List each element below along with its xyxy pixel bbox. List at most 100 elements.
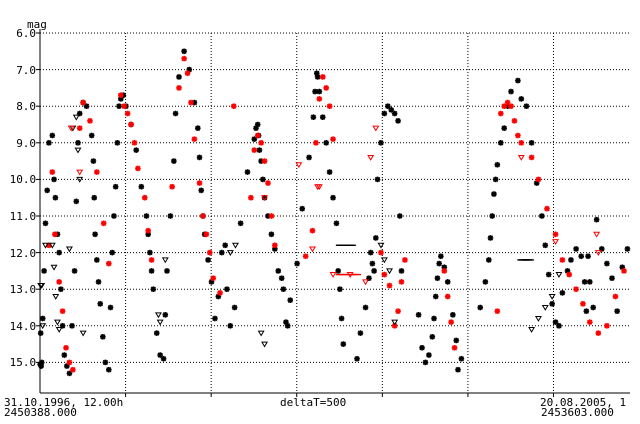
data-point — [395, 118, 401, 124]
data-point — [335, 268, 341, 274]
data-point — [444, 279, 451, 285]
data-point — [593, 216, 600, 223]
data-point — [172, 110, 179, 117]
data-point — [323, 140, 329, 146]
data-point — [112, 183, 119, 190]
data-point — [377, 242, 385, 249]
data-point — [38, 283, 46, 289]
data-point — [224, 286, 230, 292]
data-point — [426, 352, 432, 358]
y-tick-label: 12.0 — [9, 246, 37, 260]
data-point — [455, 366, 461, 373]
y-axis-label: mag — [27, 18, 47, 31]
data-point — [176, 74, 182, 80]
data-point — [517, 154, 525, 161]
data-point — [482, 279, 489, 285]
data-point — [374, 176, 381, 183]
data-point — [100, 333, 106, 340]
data-point — [450, 312, 456, 318]
data-point — [396, 213, 403, 219]
data-point — [604, 260, 610, 267]
data-point — [494, 308, 501, 314]
data-point — [61, 352, 68, 358]
data-point — [198, 187, 205, 194]
data-point — [583, 308, 590, 314]
data-point — [50, 264, 58, 271]
data-point — [448, 319, 454, 325]
data-point — [552, 239, 560, 246]
data-point — [56, 249, 62, 256]
y-tick-label: 11.0 — [9, 210, 37, 223]
data-point — [206, 249, 213, 256]
data-point — [76, 125, 83, 131]
data-point — [71, 268, 78, 274]
data-point — [46, 140, 52, 146]
data-point — [559, 257, 566, 263]
data-point — [315, 184, 323, 191]
data-point — [212, 315, 218, 322]
data-point — [319, 74, 326, 80]
data-point — [59, 308, 66, 314]
data-point — [72, 114, 80, 121]
data-point — [545, 271, 552, 278]
data-point — [131, 140, 138, 146]
data-point — [217, 290, 223, 296]
data-point — [357, 330, 364, 336]
data-point — [429, 333, 436, 340]
data-point — [508, 88, 514, 95]
data-point — [312, 88, 318, 95]
data-point — [88, 132, 95, 139]
y-tick-label: 15.0 — [9, 356, 37, 370]
data-point — [386, 268, 393, 275]
data-point — [107, 304, 114, 311]
data-point — [102, 359, 109, 366]
x-end-jd: 2453603.000 — [541, 406, 614, 419]
data-point — [196, 180, 203, 186]
data-point — [590, 304, 596, 311]
data-point — [106, 366, 112, 373]
data-point — [306, 154, 312, 161]
y-tick-label: 9.0 — [16, 136, 37, 150]
data-point — [79, 330, 87, 337]
data-point — [147, 249, 153, 256]
data-point — [80, 99, 86, 106]
data-point — [326, 169, 333, 175]
data-point — [210, 275, 217, 282]
data-point — [169, 183, 175, 190]
data-point — [73, 198, 80, 205]
data-point — [294, 260, 300, 267]
data-point — [398, 279, 405, 285]
data-point — [381, 110, 388, 117]
data-point — [295, 162, 303, 169]
y-tick-label: 13.0 — [9, 283, 37, 297]
data-point — [552, 319, 559, 325]
data-point — [143, 213, 150, 219]
data-point — [76, 169, 84, 176]
data-point — [431, 315, 437, 322]
data-point — [371, 268, 377, 274]
data-point — [121, 103, 128, 109]
x-start-jd: 2450388.000 — [4, 406, 77, 419]
data-point — [48, 242, 56, 249]
data-point — [160, 355, 167, 362]
data-point — [489, 213, 496, 219]
data-point — [49, 169, 56, 175]
data-point — [559, 290, 566, 296]
data-point — [340, 341, 347, 347]
y-tick-label: 14.0 — [9, 319, 37, 333]
data-point — [319, 114, 326, 120]
data-point — [354, 355, 360, 362]
data-point — [275, 268, 282, 274]
x-start-date: 31.10.1996, 12.00h — [4, 396, 124, 409]
data-point — [338, 315, 345, 322]
data-point — [369, 260, 376, 267]
tick-marks — [36, 32, 554, 397]
data-point — [218, 249, 225, 256]
data-point — [52, 194, 59, 201]
data-point — [280, 286, 287, 292]
data-point — [49, 132, 56, 139]
data-point — [492, 176, 499, 183]
delta-t-label: deltaT=500 — [280, 396, 347, 409]
data-point — [595, 330, 602, 336]
data-point — [157, 352, 163, 358]
